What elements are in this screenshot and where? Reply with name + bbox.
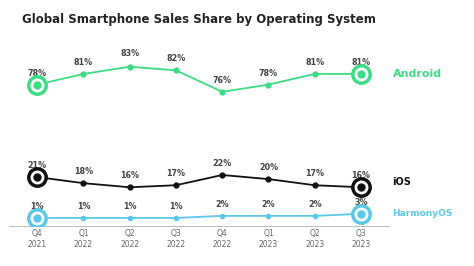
- Text: 3%: 3%: [354, 198, 368, 207]
- Text: 82%: 82%: [166, 55, 186, 63]
- Text: 1%: 1%: [169, 202, 182, 211]
- Text: 2%: 2%: [308, 200, 321, 209]
- Text: 17%: 17%: [305, 169, 324, 178]
- Text: 2%: 2%: [215, 200, 229, 209]
- Text: 83%: 83%: [120, 49, 139, 59]
- Text: 21%: 21%: [27, 161, 47, 170]
- Text: 81%: 81%: [351, 58, 371, 67]
- Text: 22%: 22%: [212, 159, 232, 168]
- Text: 2%: 2%: [262, 200, 275, 209]
- Text: 18%: 18%: [74, 167, 93, 176]
- Text: Android: Android: [392, 69, 442, 79]
- Text: 78%: 78%: [259, 69, 278, 78]
- Text: iOS: iOS: [392, 177, 411, 187]
- Text: 1%: 1%: [123, 202, 137, 211]
- Text: HarmonyOS: HarmonyOS: [392, 209, 453, 218]
- Text: 20%: 20%: [259, 163, 278, 172]
- Text: 17%: 17%: [166, 169, 185, 178]
- Text: 76%: 76%: [213, 76, 232, 85]
- Text: 16%: 16%: [120, 171, 139, 180]
- Text: 16%: 16%: [351, 171, 371, 180]
- Text: 81%: 81%: [305, 58, 324, 67]
- Text: Global Smartphone Sales Share by Operating System: Global Smartphone Sales Share by Operati…: [22, 13, 376, 26]
- Text: 1%: 1%: [77, 202, 90, 211]
- Text: 1%: 1%: [30, 202, 44, 211]
- Text: 78%: 78%: [27, 69, 47, 78]
- Text: 81%: 81%: [74, 58, 93, 67]
